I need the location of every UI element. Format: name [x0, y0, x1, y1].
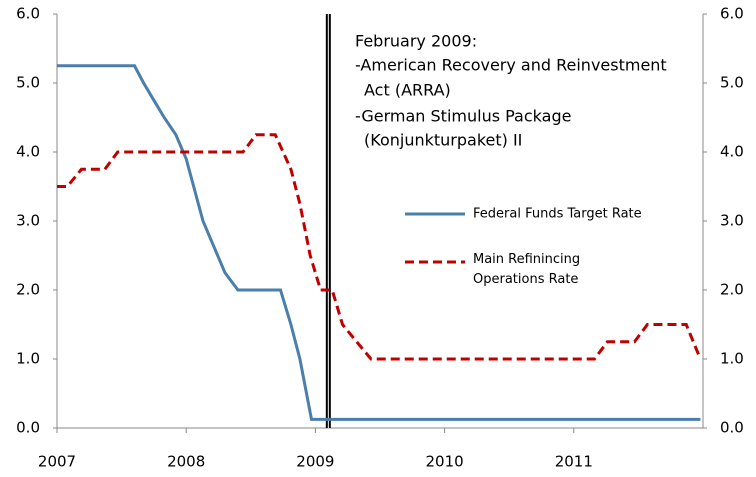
- y2-tick-label: 0.0: [720, 419, 744, 437]
- series-line: [57, 64, 701, 421]
- y-tick-label: 5.0: [16, 74, 40, 92]
- y-tick-label: 6.0: [16, 5, 40, 23]
- x-tick-label: 2009: [296, 453, 334, 471]
- annotation: Act (ARRA): [364, 81, 451, 100]
- y2-tick-label: 1.0: [720, 350, 744, 368]
- y-tick-label: 2.0: [16, 281, 40, 299]
- x-tick-label: 2008: [167, 453, 205, 471]
- legend-label: Main Refinincing Operations Rate: [473, 252, 581, 287]
- y2-tick-label: 2.0: [720, 281, 744, 299]
- x-tick-label: 2010: [426, 453, 464, 471]
- y2-tick-label: 5.0: [720, 74, 744, 92]
- series-line: [57, 133, 702, 361]
- annotation: (Konjunkturpaket) II: [364, 131, 522, 150]
- y-tick-label: 0.0: [16, 419, 40, 437]
- annotation: -American Recovery and Reinvestment: [355, 56, 667, 75]
- y-tick-label: 4.0: [16, 143, 40, 161]
- y2-tick-label: 6.0: [720, 5, 744, 23]
- legend-label: Federal Funds Target Rate: [473, 207, 642, 222]
- y2-tick-label: 3.0: [720, 212, 744, 230]
- y-tick-label: 1.0: [16, 350, 40, 368]
- y-tick-label: 3.0: [16, 212, 40, 230]
- x-tick-label: 2011: [555, 453, 593, 471]
- annotation: -German Stimulus Package: [355, 107, 571, 126]
- x-tick-label: 2007: [38, 453, 76, 471]
- y2-tick-label: 4.0: [720, 143, 744, 161]
- annotation: February 2009:: [355, 32, 477, 51]
